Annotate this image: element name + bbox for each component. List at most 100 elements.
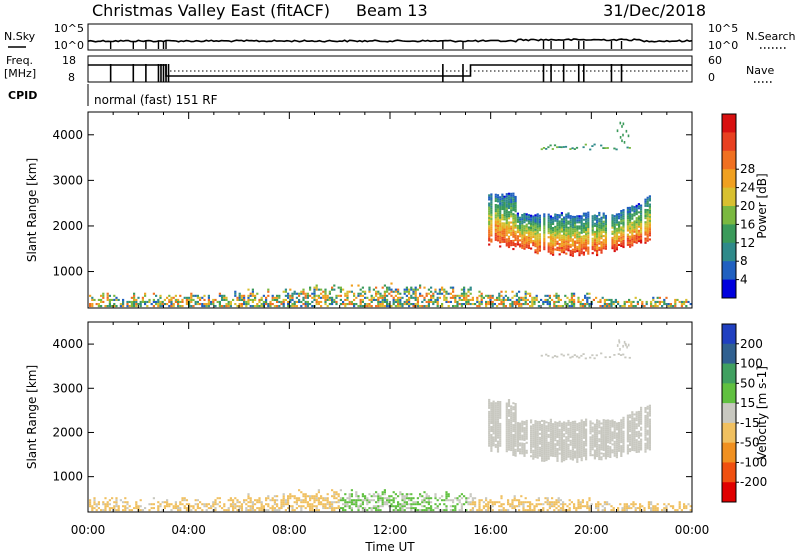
heatmap-cell: [554, 219, 557, 222]
heatmap-cell: [520, 503, 523, 506]
heatmap-cell: [604, 239, 607, 242]
heatmap-cell: [626, 434, 629, 437]
heatmap-cell: [554, 429, 557, 432]
heatmap-cell: [309, 507, 312, 510]
heatmap-cell: [600, 247, 603, 250]
heatmap-cell: [333, 491, 336, 494]
heatmap-cell: [397, 296, 400, 299]
heatmap-cell: [595, 507, 598, 510]
heatmap-cell: [218, 303, 221, 306]
heatmap-cell: [609, 452, 612, 454]
heatmap-cell: [554, 431, 557, 434]
heatmap-cell: [567, 214, 570, 217]
heatmap-cell: [177, 303, 180, 306]
heatmap-cell: [496, 223, 500, 226]
heatmap-cell: [549, 450, 552, 453]
heatmap-cell: [571, 230, 574, 233]
heatmap-cell: [525, 246, 528, 249]
heatmap-cell: [313, 501, 316, 504]
heatmap-cell: [507, 194, 511, 197]
heatmap-cell: [596, 215, 599, 218]
heatmap-cell: [381, 499, 384, 502]
heatmap-cell: [232, 501, 235, 504]
heatmap-cell: [271, 499, 274, 502]
colorbar-tick-label: 24: [740, 181, 755, 195]
heatmap-cell: [516, 434, 519, 436]
heatmap-cell: [556, 450, 559, 452]
heatmap-cell: [491, 509, 494, 512]
heatmap-cell: [552, 441, 555, 443]
heatmap-cell: [569, 227, 572, 230]
heatmap-cell: [510, 196, 513, 199]
heatmap-cell: [624, 356, 627, 359]
heatmap-cell: [247, 495, 250, 498]
heatmap-cell: [580, 435, 583, 438]
heatmap-cell: [144, 294, 147, 297]
heatmap-cell: [620, 437, 623, 440]
heatmap-cell: [359, 503, 362, 506]
heatmap-cell: [541, 437, 544, 440]
heatmap-cell: [618, 428, 621, 430]
heatmap-cell: [600, 241, 603, 244]
heatmap-cell: [522, 501, 525, 504]
heatmap-cell: [304, 507, 307, 510]
heatmap-cell: [499, 428, 502, 431]
heatmap-cell: [613, 446, 616, 449]
heatmap-cell: [631, 413, 634, 416]
heatmap-cell: [234, 303, 237, 306]
heatmap-cell: [538, 245, 541, 248]
heatmap-cell: [543, 424, 546, 427]
heatmap-cell: [265, 497, 268, 500]
heatmap-cell: [216, 503, 219, 506]
heatmap-cell: [626, 448, 629, 451]
heatmap-cell: [282, 501, 285, 504]
heatmap-cell: [313, 505, 316, 508]
heatmap-cell: [557, 294, 560, 297]
heatmap-cell: [650, 507, 653, 510]
heatmap-cell: [633, 236, 636, 239]
heatmap-cell: [507, 444, 511, 447]
heatmap-cell: [555, 296, 558, 299]
heatmap-cell: [585, 241, 588, 244]
heatmap-cell: [500, 294, 503, 297]
heatmap-cell: [482, 505, 485, 508]
heatmap-cell: [578, 438, 581, 441]
heatmap-cell: [514, 415, 517, 417]
heatmap-cell: [567, 439, 570, 442]
heatmap-cell: [499, 426, 502, 429]
heatmap-cell: [611, 419, 614, 422]
heatmap-cell: [633, 417, 636, 420]
heatmap-cell: [580, 215, 583, 218]
heatmap-cell: [574, 224, 577, 227]
heatmap-cell: [524, 509, 527, 512]
heatmap-cell: [412, 507, 415, 510]
heatmap-cell: [600, 428, 603, 431]
heatmap-cell: [541, 419, 544, 422]
heatmap-cell: [614, 298, 617, 301]
heatmap-cell: [505, 242, 508, 245]
heatmap-cell: [567, 216, 570, 219]
heatmap-cell: [113, 501, 116, 504]
heatmap-cell: [513, 294, 516, 297]
heatmap-cell: [324, 303, 327, 306]
heatmap-cell: [532, 443, 535, 446]
heatmap-cell: [509, 298, 512, 301]
heatmap-cell: [560, 424, 563, 427]
heatmap-cell: [582, 237, 585, 240]
heatmap-cell: [612, 303, 615, 306]
heatmap-cell: [535, 296, 538, 299]
heatmap-cell: [602, 222, 605, 225]
heatmap-cell: [505, 444, 508, 447]
heatmap-cell: [523, 431, 526, 434]
heatmap-cell: [89, 503, 92, 506]
heatmap-cell: [492, 426, 495, 429]
heatmap-cell: [357, 497, 360, 500]
heatmap-cell: [238, 501, 241, 504]
heatmap-cell: [543, 227, 546, 230]
heatmap-cell: [563, 226, 566, 229]
heatmap-cell: [95, 303, 98, 306]
heatmap-cell: [494, 197, 497, 200]
heatmap-cell: [324, 300, 327, 303]
heatmap-cell: [585, 224, 588, 227]
heatmap-cell: [622, 246, 625, 249]
